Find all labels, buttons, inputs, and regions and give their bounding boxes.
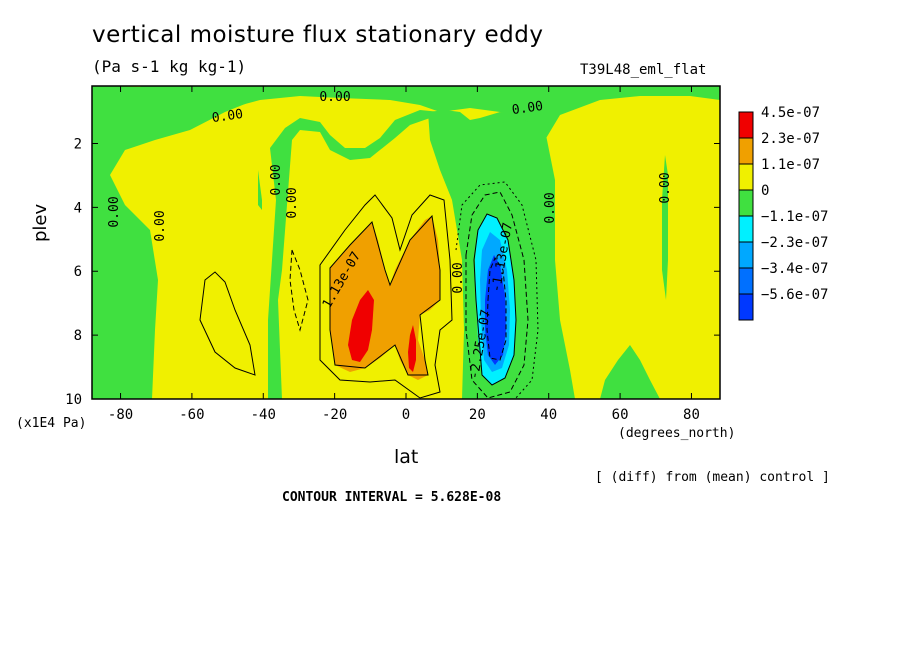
diff-note: [ (diff) from (mean) control ]: [595, 470, 830, 485]
legend-swatch: [738, 293, 754, 321]
contour-lines: [199, 181, 539, 399]
contour-label: 0.00: [269, 164, 284, 195]
contour-label: 0.00: [153, 210, 168, 241]
region-green-north-spike: [662, 155, 668, 300]
legend-label: −3.4e-07: [761, 261, 828, 277]
region-darkblue: [485, 255, 506, 365]
x-tick-label: -20: [322, 407, 347, 423]
region-red-east: [408, 325, 416, 372]
chart-units: (Pa s-1 kg kg-1): [92, 57, 247, 76]
legend-label: −2.3e-07: [761, 235, 828, 251]
legend-swatch: [738, 215, 754, 243]
x-tick-label: 0: [402, 407, 410, 423]
x-tick-label: 60: [612, 407, 629, 423]
contour-label: 0.00: [543, 192, 558, 223]
y-tick-label: 4: [74, 200, 82, 216]
legend-swatch: [738, 267, 754, 295]
legend-swatch: [738, 189, 754, 217]
chart-title: vertical moisture flux stationary eddy: [92, 22, 544, 48]
legend-label: 4.5e-07: [761, 105, 820, 121]
contour-label: 0.00: [658, 172, 673, 203]
x-axis-label: lat: [394, 446, 419, 468]
x-tick-label: -40: [251, 407, 276, 423]
y-scale-label: (x1E4 Pa): [16, 416, 87, 431]
x-tick-label: 40: [540, 407, 557, 423]
region-green-top: [140, 86, 720, 140]
x-tick-label: 20: [469, 407, 486, 423]
y-tick-label: 6: [74, 264, 82, 280]
y-tick-label: 2: [74, 136, 82, 152]
legend-swatch: [738, 163, 754, 191]
x-tick-label: -80: [108, 407, 133, 423]
legend-swatch: [738, 111, 754, 139]
region-green-north-tail: [600, 345, 660, 399]
region-green-south-spike: [258, 170, 262, 210]
contour-label: 0.00: [107, 196, 122, 227]
contour-interval: CONTOUR INTERVAL = 5.628E-08: [282, 490, 502, 505]
axis-ticks: -80 -60 -40 -20 0 20 40 60 80 2 4 6 8 10: [65, 86, 720, 423]
x-tick-label: 80: [683, 407, 700, 423]
legend-label: −5.6e-07: [761, 287, 828, 303]
legend-swatch: [738, 137, 754, 165]
run-id: T39L48_eml_flat: [580, 62, 707, 78]
y-tick-label: 10: [65, 392, 82, 408]
legend-label: −1.1e-07: [761, 209, 828, 225]
legend-swatch: [738, 241, 754, 269]
legend-label: 2.3e-07: [761, 131, 820, 147]
legend-label: 1.1e-07: [761, 157, 820, 173]
contour-label: 0.00: [511, 99, 544, 118]
region-green-mid: [268, 110, 440, 399]
contour-fields: [92, 86, 720, 399]
contour-label: 0.00: [285, 187, 300, 218]
x-unit-label: (degrees_north): [618, 426, 736, 441]
region-green-south: [92, 86, 440, 399]
legend-label: 0: [761, 183, 769, 199]
contour-label: 0.00: [211, 107, 244, 126]
x-tick-label: -60: [179, 407, 204, 423]
contour-label: 0.00: [319, 90, 350, 105]
region-red-west: [348, 290, 374, 362]
contour-label: 0.00: [451, 262, 466, 293]
color-legend: 4.5e-07 2.3e-07 1.1e-07 0 −1.1e-07 −2.3e-07 −3…: [738, 105, 828, 321]
y-tick-label: 8: [74, 328, 82, 344]
